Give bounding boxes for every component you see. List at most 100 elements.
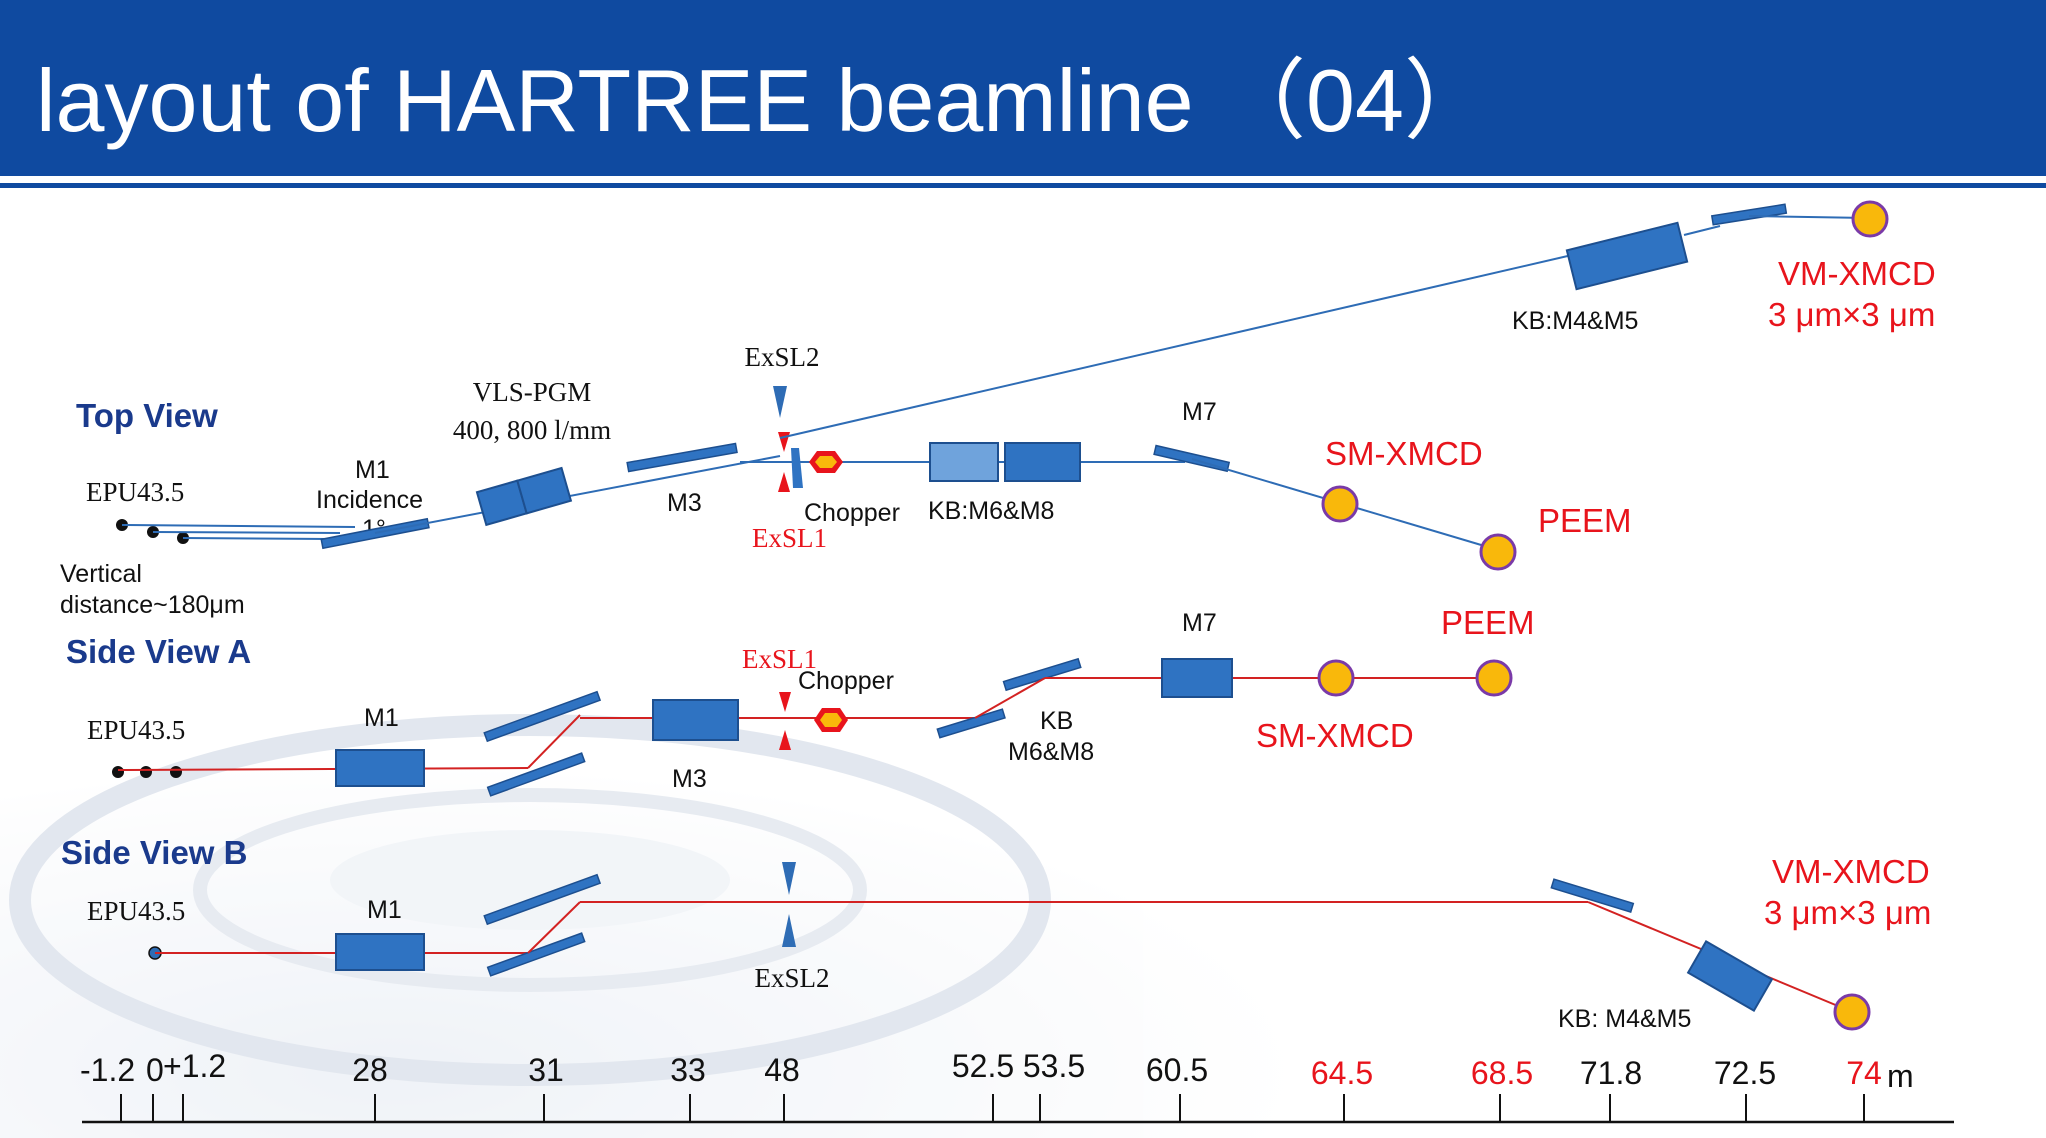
- vm-xmcd-sample: [1851, 200, 1889, 238]
- kb-m6-mirror: [929, 442, 999, 482]
- source-point: [170, 766, 182, 778]
- title-underline: [0, 183, 2046, 188]
- vm-xmcd-sample: [1833, 993, 1871, 1031]
- m3-mirror: [626, 442, 738, 473]
- scale-tick-label: 48: [764, 1052, 800, 1088]
- side-b-kb-label: KB: M4&M5: [1558, 1005, 1691, 1033]
- side-b-pgm-mirror: [483, 873, 602, 926]
- vertical-distance-label: Vertical: [60, 560, 142, 588]
- top-view-title: Top View: [76, 397, 218, 434]
- side-b-exsl2-label: ExSL2: [754, 963, 829, 993]
- beam-line: [374, 455, 781, 534]
- exsl1-slit-blade: [779, 730, 791, 750]
- scale-tick-label: 53.5: [1023, 1048, 1085, 1084]
- side-b-m1-mirror: [335, 933, 425, 971]
- exsl1-slit-blade: [778, 432, 790, 452]
- source-point: [140, 766, 152, 778]
- side-a-m3-label: M3: [672, 765, 707, 793]
- side-b-m4-mirror: [1550, 878, 1635, 913]
- side-a-sm-xmcd-label: SM-XMCD: [1256, 717, 1414, 754]
- side-a-kb-mirrors-label: M6&M8: [1008, 738, 1094, 766]
- top-view: Top View EPU43.5 Vertical distance~180μm…: [60, 200, 1936, 619]
- beam-line: [117, 767, 529, 771]
- side-b-m1-label: M1: [367, 896, 402, 924]
- kb-m4m5-mirrors: [1565, 221, 1689, 291]
- top-exsl1-label: ExSL1: [752, 523, 827, 553]
- side-a-m1-mirror: [335, 749, 425, 787]
- source-point: [112, 766, 124, 778]
- side-a-kb-label: KB: [1040, 707, 1073, 735]
- side-a-pgm-mirror: [483, 690, 602, 743]
- top-vm-spot-label: 3 μm×3 μm: [1768, 296, 1935, 333]
- side-a-m3-mirror: [652, 699, 739, 741]
- side-b-source-label: EPU43.5: [87, 896, 185, 926]
- top-exsl2-label: ExSL2: [744, 342, 819, 372]
- peem-sample: [1475, 659, 1513, 697]
- top-vm-xmcd-label: VM-XMCD: [1778, 255, 1936, 292]
- beam-line: [121, 524, 356, 528]
- side-a-m7-mirror: [1161, 658, 1233, 698]
- page-title: layout of HARTREE beamline （04）: [36, 51, 1492, 150]
- side-a-exsl1-label: ExSL1: [742, 644, 817, 674]
- top-chopper-label: Chopper: [804, 499, 900, 527]
- peem-sample: [1479, 533, 1517, 571]
- top-sm-xmcd-label: SM-XMCD: [1325, 435, 1483, 472]
- exsl2-slit-blade: [782, 862, 796, 895]
- side-a-peem-label: PEEM: [1441, 604, 1535, 641]
- scale-tick-label: -1.2: [80, 1052, 135, 1088]
- side-a-kb-m8-mirror: [1002, 657, 1082, 692]
- side-a-m1-label: M1: [364, 704, 399, 732]
- exsl2-slit-blade: [782, 914, 796, 947]
- side-a-pgm-grating: [486, 752, 586, 797]
- deflector-mirror: [791, 448, 803, 488]
- scale-tick-label: 72.5: [1714, 1055, 1776, 1091]
- vls-pgm-monochromator: [475, 466, 573, 527]
- top-peem-label: PEEM: [1538, 502, 1632, 539]
- top-m7-label: M7: [1182, 398, 1217, 426]
- side-b-m5-mirror: [1686, 940, 1774, 1012]
- side-a-title: Side View A: [66, 633, 251, 670]
- scale-unit-label: m: [1887, 1058, 1914, 1094]
- pgm-grating-label: 400, 800 l/mm: [453, 415, 611, 445]
- side-view-a: Side View A EPU43.5 M1 M3 ExSL1 Chopper …: [66, 604, 1535, 797]
- scale-tick-label: 60.5: [1146, 1052, 1208, 1088]
- beam-line: [182, 537, 331, 540]
- top-kb-m4m5-label: KB:M4&M5: [1512, 307, 1638, 335]
- side-a-kb-m6-mirror: [936, 708, 1006, 739]
- exsl2-slit-blade: [773, 386, 787, 418]
- side-a-chopper-label: Chopper: [798, 667, 894, 695]
- scale-tick-label: 68.5: [1471, 1055, 1533, 1091]
- side-b-vm-spot-label: 3 μm×3 μm: [1764, 894, 1931, 931]
- side-b-vm-xmcd-label: VM-XMCD: [1772, 853, 1930, 890]
- beam-line: [779, 254, 1573, 439]
- top-kb-m6m8-label: KB:M6&M8: [928, 497, 1054, 525]
- side-view-b: Side View B EPU43.5 M1 ExSL2 VM-XMCD 3 μ…: [61, 834, 1931, 1033]
- vertical-distance-value: distance~180μm: [60, 591, 245, 619]
- scale-tick-label: 31: [528, 1052, 564, 1088]
- title-bar: [0, 0, 2046, 176]
- beam-line: [152, 531, 341, 534]
- top-m1-label: M1: [355, 456, 390, 484]
- pgm-label: VLS-PGM: [473, 377, 592, 407]
- top-m3-label: M3: [667, 489, 702, 517]
- kb-m8-mirror: [1004, 442, 1081, 482]
- scale-tick-label: 64.5: [1311, 1055, 1373, 1091]
- side-b-pgm-grating: [486, 932, 586, 977]
- scale-tick-label: +1.2: [163, 1048, 226, 1084]
- beam-line: [974, 677, 1046, 719]
- m5-mirror: [1710, 203, 1788, 226]
- beam-line: [1683, 225, 1721, 236]
- exsl1-slit-blade: [778, 472, 790, 492]
- m1-incidence-label: Incidence: [316, 486, 423, 514]
- scale-tick-label: 74: [1846, 1055, 1882, 1091]
- sm-xmcd-sample: [1317, 659, 1355, 697]
- sm-xmcd-sample: [1321, 485, 1359, 523]
- beam-line: [1748, 215, 1869, 219]
- exsl1-slit-blade: [779, 692, 791, 712]
- side-a-m7-label: M7: [1182, 609, 1217, 637]
- beam-line: [527, 901, 581, 954]
- scale-tick-label: 28: [352, 1052, 388, 1088]
- distance-scale: -1.2 0 +1.2 28 31 33 48 52.5 53.5 60.5 6…: [80, 1048, 1954, 1124]
- top-source-label: EPU43.5: [86, 477, 184, 507]
